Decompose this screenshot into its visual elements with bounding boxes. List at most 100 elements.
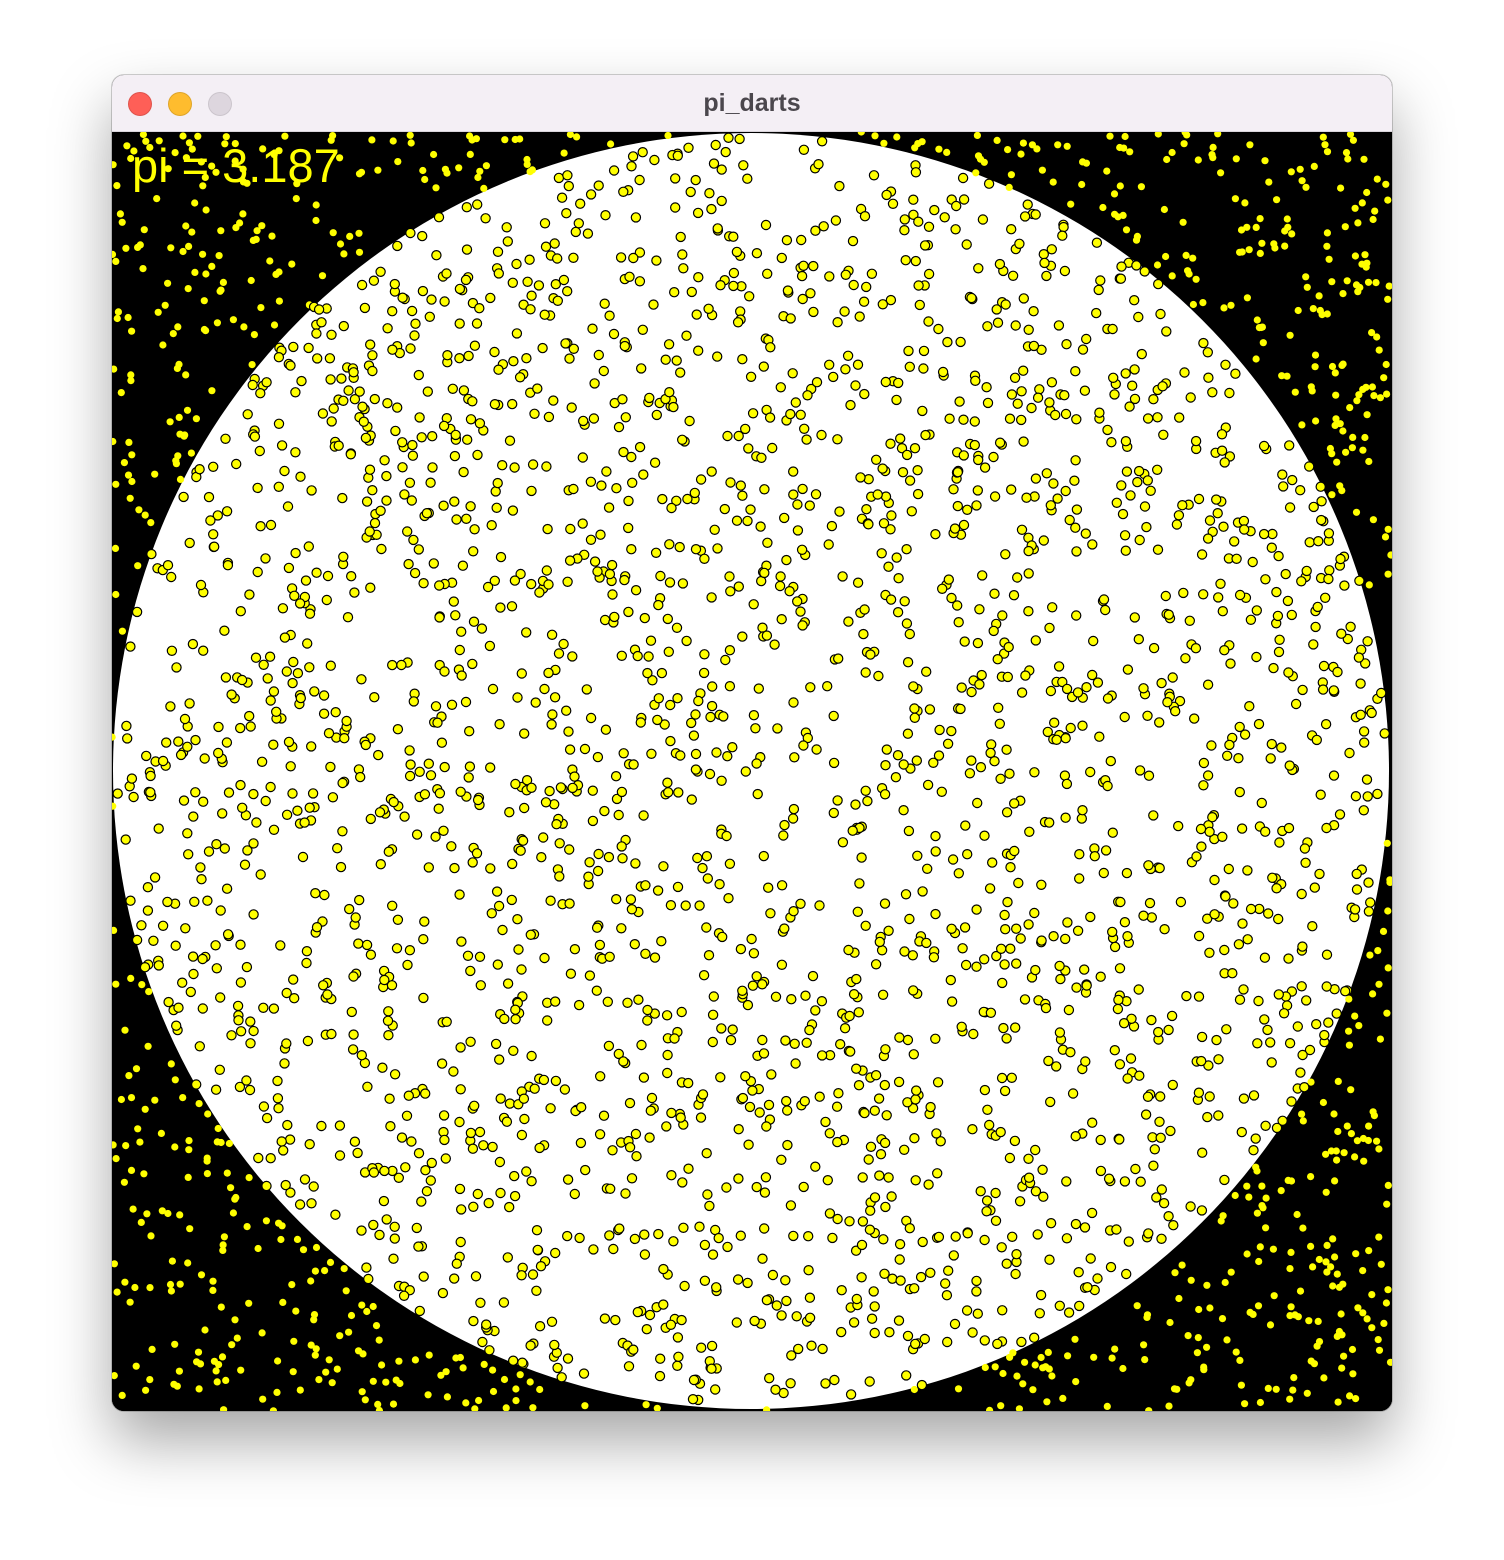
- target-circle: [113, 133, 1389, 1409]
- dart-inside: [931, 832, 940, 841]
- dart-inside: [596, 1072, 605, 1081]
- dart-outside: [158, 1130, 165, 1137]
- dart-inside: [625, 1099, 634, 1108]
- dart-inside: [912, 756, 921, 765]
- dart-inside: [971, 376, 980, 385]
- dart-inside: [1284, 954, 1293, 963]
- dart-inside: [783, 1141, 792, 1150]
- dart-inside: [1316, 790, 1325, 799]
- dart-inside: [743, 1001, 752, 1010]
- dart-inside: [673, 694, 682, 703]
- dart-inside: [1267, 740, 1276, 749]
- dart-inside: [811, 1162, 820, 1171]
- dart-inside: [947, 593, 956, 602]
- dart-inside: [312, 923, 321, 932]
- dart-inside: [900, 947, 909, 956]
- dart-outside: [1284, 215, 1291, 222]
- dart-inside: [544, 412, 553, 421]
- dart-inside: [1267, 543, 1276, 552]
- dart-outside: [374, 167, 381, 174]
- dart-outside: [871, 132, 878, 139]
- dart-inside: [835, 182, 844, 191]
- dart-outside: [128, 1167, 135, 1174]
- dart-inside: [1122, 467, 1131, 476]
- dart-inside: [695, 901, 704, 910]
- dart-inside: [544, 668, 553, 677]
- dart-inside: [435, 613, 444, 622]
- dart-inside: [1274, 914, 1283, 923]
- dart-outside: [524, 161, 531, 168]
- dart-inside: [605, 1231, 614, 1240]
- dart-inside: [666, 1320, 675, 1329]
- dart-inside: [858, 1217, 867, 1226]
- dart-inside: [695, 1222, 704, 1231]
- dart-inside: [690, 488, 699, 497]
- dart-inside: [405, 746, 414, 755]
- dart-inside: [575, 1001, 584, 1010]
- dart-inside: [805, 501, 814, 510]
- dart-inside: [384, 1007, 393, 1016]
- dart-inside: [1317, 516, 1326, 525]
- dart-inside: [798, 294, 807, 303]
- dart-inside: [1260, 441, 1269, 450]
- dart-outside: [1366, 581, 1373, 588]
- dart-inside: [439, 826, 448, 835]
- dart-inside: [291, 448, 300, 457]
- dart-inside: [900, 215, 909, 224]
- dart-inside: [303, 1036, 312, 1045]
- dart-inside: [1174, 511, 1183, 520]
- dart-inside: [980, 1086, 989, 1095]
- dart-outside: [313, 201, 320, 208]
- dart-inside: [691, 749, 700, 758]
- title-bar[interactable]: pi_darts: [112, 75, 1392, 132]
- dart-inside: [833, 1214, 842, 1223]
- dart-inside: [266, 652, 275, 661]
- dart-inside: [608, 1146, 617, 1155]
- dart-outside: [1206, 1304, 1213, 1311]
- dart-inside: [198, 954, 207, 963]
- dart-inside: [531, 698, 540, 707]
- dart-inside: [1224, 864, 1233, 873]
- dart-outside: [1257, 250, 1264, 257]
- dart-inside: [558, 193, 567, 202]
- dart-outside: [1123, 226, 1130, 233]
- dart-inside: [1142, 1110, 1151, 1119]
- dart-inside: [326, 375, 335, 384]
- dart-inside: [818, 1051, 827, 1060]
- dart-inside: [584, 872, 593, 881]
- dart-inside: [1360, 738, 1369, 747]
- dart-inside: [866, 650, 875, 659]
- dart-inside: [466, 1128, 475, 1137]
- dart-inside: [1214, 1111, 1223, 1120]
- dart-inside: [959, 173, 968, 182]
- dart-outside: [1376, 1347, 1383, 1354]
- dart-outside: [1285, 1177, 1292, 1184]
- dart-outside: [185, 1146, 192, 1153]
- dart-inside: [620, 342, 629, 351]
- dart-inside: [238, 675, 247, 684]
- dart-inside: [146, 788, 155, 797]
- dart-inside: [196, 863, 205, 872]
- dart-inside: [758, 980, 767, 989]
- dart-outside: [1330, 1110, 1337, 1117]
- dart-inside: [895, 1077, 904, 1086]
- dart-outside: [1339, 1281, 1346, 1288]
- dart-inside: [333, 844, 342, 853]
- dart-inside: [1086, 767, 1095, 776]
- dart-outside: [1329, 1235, 1336, 1242]
- dart-inside: [864, 1155, 873, 1164]
- dart-outside: [127, 1299, 134, 1306]
- dart-inside: [881, 761, 890, 770]
- dart-outside: [1166, 1319, 1173, 1326]
- dart-inside: [789, 698, 798, 707]
- dart-inside: [1185, 616, 1194, 625]
- dart-inside: [663, 1050, 672, 1059]
- dart-inside: [1001, 550, 1010, 559]
- dart-inside: [1112, 498, 1121, 507]
- dart-inside: [1133, 478, 1142, 487]
- dart-inside: [681, 901, 690, 910]
- dart-inside: [279, 1146, 288, 1155]
- dart-inside: [438, 1059, 447, 1068]
- dart-inside: [424, 759, 433, 768]
- dart-inside: [777, 1311, 786, 1320]
